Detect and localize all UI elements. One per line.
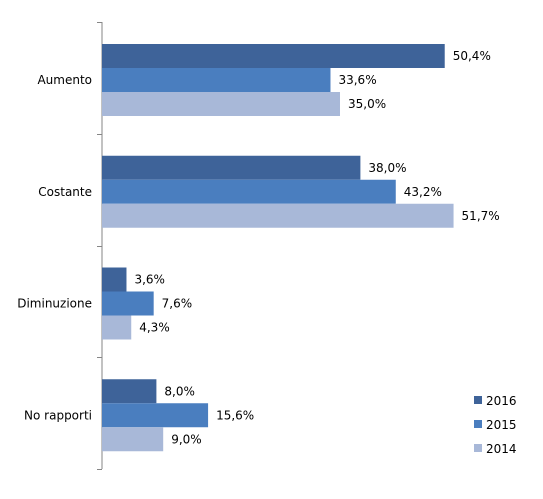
data-label: 33,6% — [338, 73, 376, 87]
legend-swatch-2016 — [474, 396, 482, 404]
bar-2014-no-rapporti — [102, 427, 164, 452]
legend-swatch-2014 — [474, 444, 482, 452]
category-label: Costante — [38, 185, 92, 199]
category-label: Diminuzione — [17, 297, 92, 311]
data-label: 9,0% — [171, 432, 202, 446]
bar-2016-costante — [102, 155, 361, 180]
bar-2015-aumento — [102, 68, 331, 92]
data-label: 8,0% — [164, 384, 195, 398]
legend-label-2016: 2016 — [486, 394, 517, 408]
data-label: 51,7% — [462, 209, 500, 223]
data-labels-layer: 50,4% 33,6% 35,0% 38,0% 43,2% 51,7% 3,6% 7,6% 4,… — [134, 49, 499, 446]
category-label: No rapporti — [24, 408, 92, 422]
legend-label-2015: 2015 — [486, 418, 517, 432]
bar-2016-diminuzione — [102, 267, 127, 292]
data-label: 43,2% — [404, 185, 442, 199]
legend-swatch-2015 — [474, 420, 482, 428]
data-label: 7,6% — [162, 297, 193, 311]
data-label: 3,6% — [134, 273, 165, 287]
bars-layer — [102, 44, 454, 452]
axis-layer — [97, 22, 103, 470]
bar-2015-diminuzione — [102, 291, 154, 316]
data-label: 38,0% — [368, 161, 406, 175]
category-label: Aumento — [37, 73, 92, 87]
data-label: 4,3% — [139, 321, 170, 335]
bar-2014-costante — [102, 203, 454, 228]
legend-label-2014: 2014 — [486, 442, 517, 456]
bar-2016-no-rapporti — [102, 379, 157, 404]
bar-2014-diminuzione — [102, 315, 132, 340]
legend: 2016 2015 2014 — [474, 394, 517, 456]
data-label: 50,4% — [453, 49, 491, 63]
bar-2016-aumento — [102, 44, 445, 68]
data-label: 35,0% — [348, 97, 386, 111]
category-labels-layer: Aumento Costante Diminuzione No rapporti — [17, 73, 92, 422]
data-label: 15,6% — [216, 408, 254, 422]
bar-2015-costante — [102, 179, 396, 204]
bar-2015-no-rapporti — [102, 403, 209, 428]
bar-2014-aumento — [102, 92, 340, 116]
